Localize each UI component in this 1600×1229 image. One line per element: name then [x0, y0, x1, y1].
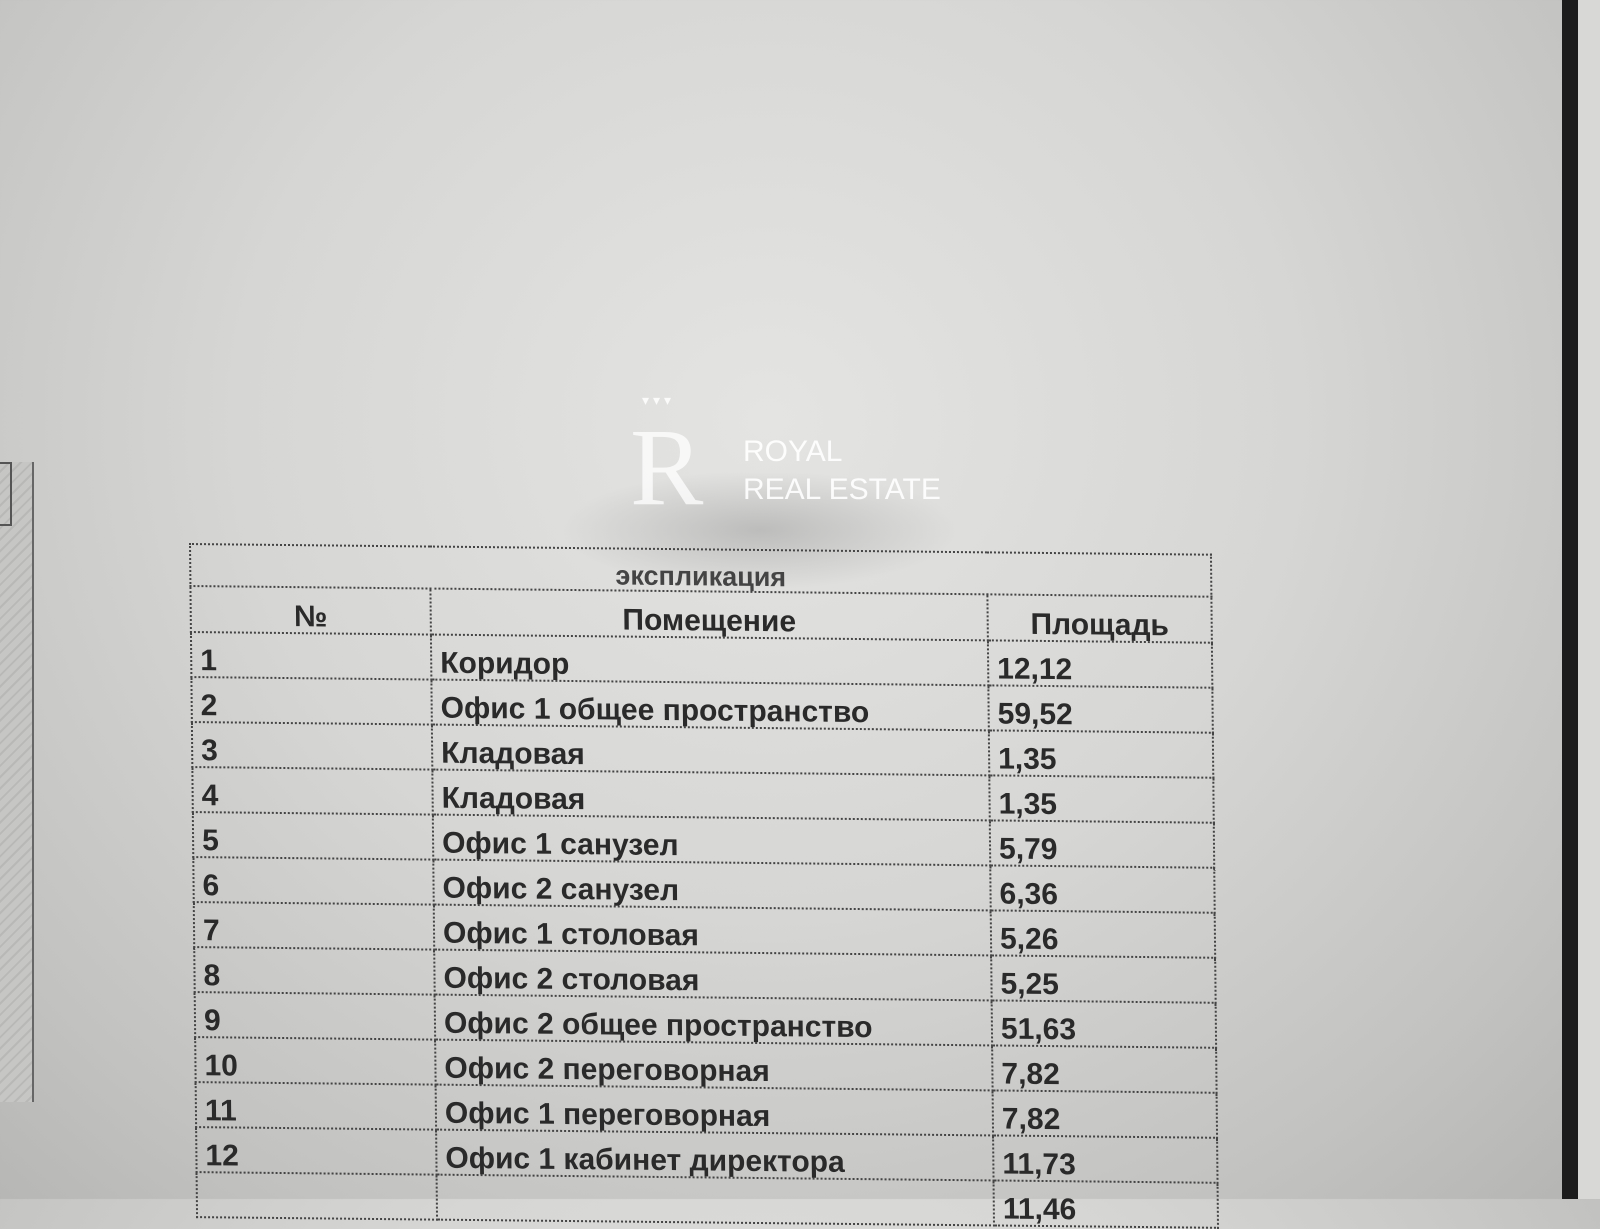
- header-room: Помещение: [430, 588, 988, 641]
- floor-plan-wall: [0, 462, 12, 526]
- row-area: 12,12: [987, 640, 1213, 688]
- row-area: 5,26: [990, 910, 1216, 958]
- row-area: 6,36: [990, 865, 1215, 913]
- logo-letter: R: [630, 406, 704, 528]
- row-room: Офис 1 столовая: [433, 904, 992, 956]
- row-number: 12: [196, 1127, 437, 1175]
- header-area: Площадь: [987, 594, 1212, 643]
- row-room: Офис 1 общее пространство: [431, 679, 989, 731]
- row-number: 2: [191, 677, 432, 725]
- row-number: 8: [194, 947, 435, 995]
- row-number: 3: [191, 722, 433, 770]
- header-number: №: [190, 586, 431, 635]
- row-room: Коридор: [430, 634, 989, 686]
- row-room: Кладовая: [432, 769, 990, 821]
- watermark-logo: ▾▾▾ R ROYAL REAL ESTATE: [630, 392, 950, 532]
- photo-shadow: [560, 470, 960, 590]
- row-number: 11: [195, 1082, 437, 1130]
- crown-icon: ▾▾▾: [642, 392, 676, 408]
- row-room: [436, 1174, 995, 1226]
- background-surface: [1578, 0, 1600, 1199]
- row-number: 10: [195, 1037, 436, 1085]
- row-room: Офис 1 переговорная: [435, 1084, 994, 1136]
- row-area: 1,35: [988, 730, 1214, 778]
- row-number: 5: [192, 812, 434, 860]
- row-area: 7,82: [992, 1045, 1217, 1093]
- row-area: 11,46: [993, 1180, 1219, 1228]
- watermark-line1: ROYAL: [743, 435, 843, 468]
- row-room: Офис 2 столовая: [434, 949, 992, 1001]
- floor-plan-fragment: [0, 462, 34, 1102]
- row-number: 7: [193, 902, 435, 950]
- row-number: 6: [193, 857, 434, 905]
- row-room: Кладовая: [431, 724, 990, 776]
- row-area: 51,63: [991, 1000, 1217, 1048]
- row-area: 59,52: [988, 685, 1213, 733]
- row-area: 11,73: [993, 1135, 1218, 1183]
- page-edge: [1562, 0, 1578, 1199]
- row-room: Офис 1 санузел: [432, 814, 991, 866]
- watermark-line2: REAL ESTATE: [743, 473, 941, 506]
- row-room: Офис 2 санузел: [433, 859, 991, 911]
- row-number: [196, 1172, 438, 1220]
- row-area: 1,35: [989, 775, 1214, 823]
- explication-table: экспликация № Помещение Площадь 1 Коридор…: [189, 543, 1219, 1229]
- row-number: 4: [192, 767, 433, 815]
- row-room: Офис 2 переговорная: [435, 1039, 993, 1091]
- row-room: Офис 2 общее пространство: [434, 994, 993, 1046]
- row-area: 5,25: [991, 955, 1216, 1003]
- row-room: Офис 1 кабинет директора: [436, 1129, 994, 1181]
- row-number: 9: [194, 992, 436, 1040]
- row-number: 1: [190, 632, 432, 680]
- row-area: 7,82: [992, 1090, 1218, 1138]
- row-area: 5,79: [989, 820, 1215, 868]
